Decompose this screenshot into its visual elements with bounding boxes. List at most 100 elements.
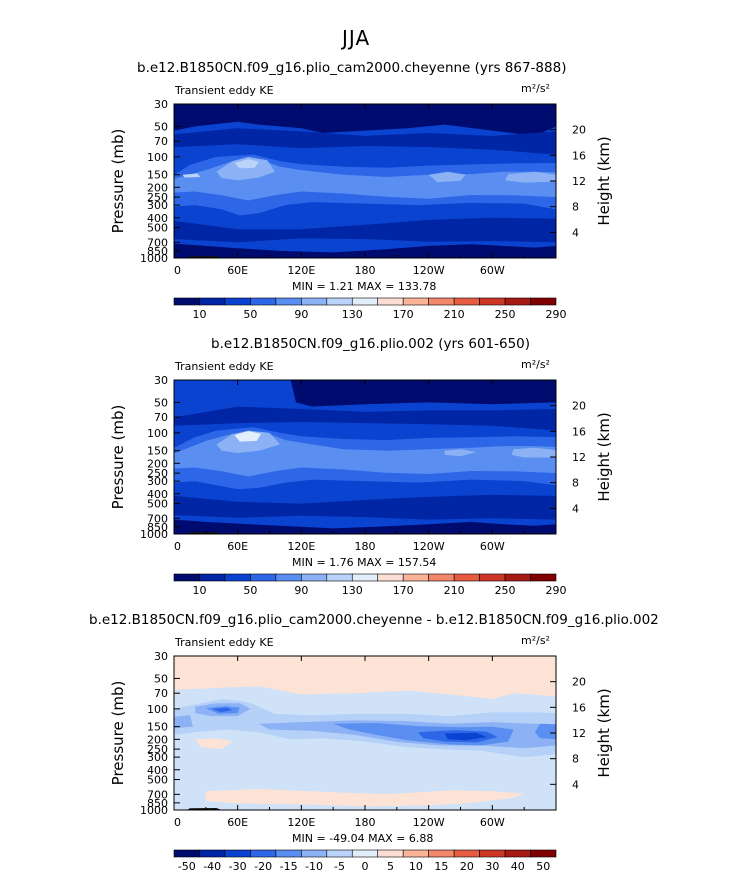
contour-region — [444, 732, 487, 741]
colorbar-label: 40 — [511, 860, 525, 873]
colorbar-swatch — [351, 849, 379, 858]
contour-region — [505, 171, 556, 183]
colorbar-label: 210 — [444, 308, 465, 321]
y-tick-label: 200 — [147, 457, 168, 470]
y-tick-label: 70 — [154, 411, 168, 424]
colorbar-label: 50 — [243, 584, 257, 597]
colorbar-swatch — [250, 849, 277, 858]
colorbar-swatch — [530, 573, 557, 582]
colorbar-label: 5 — [387, 860, 394, 873]
contour-region — [174, 406, 556, 431]
y-tick-label: 850 — [147, 797, 168, 810]
contour-region — [216, 156, 275, 181]
y-tick-label: 50 — [154, 672, 168, 685]
contour-region — [216, 430, 281, 453]
y-tick-label: 700 — [147, 788, 168, 801]
contour-field — [174, 104, 556, 258]
colorbar-label: 130 — [342, 584, 363, 597]
height-tick-label: 20 — [572, 676, 586, 689]
contour-region — [428, 171, 466, 183]
contour-region — [174, 128, 556, 155]
contour-region — [234, 431, 261, 442]
x-tick-label: 180 — [355, 816, 376, 829]
season-title: JJA — [342, 26, 371, 50]
height-tick-label: 16 — [572, 425, 586, 438]
height-tick-label: 12 — [572, 175, 586, 188]
colorbar-label: -30 — [229, 860, 247, 873]
height-tick-label: 20 — [572, 124, 586, 137]
panel-1-left-label: Transient eddy KE — [175, 84, 274, 97]
y-tick-label: 200 — [147, 181, 168, 194]
y-axis-title: Pressure (mb) — [109, 405, 127, 510]
x-tick-label: 120W — [413, 540, 445, 553]
y-tick-label: 500 — [147, 774, 168, 787]
y-tick-label: 850 — [147, 521, 168, 534]
y-tick-label: 300 — [147, 199, 168, 212]
height-tick-label: 8 — [572, 477, 579, 490]
colorbar-swatch — [428, 849, 455, 858]
height-tick-label: 12 — [572, 727, 586, 740]
x-tick-label: 60E — [227, 816, 248, 829]
y-axis-title: Pressure (mb) — [109, 129, 127, 234]
y-tick-label: 100 — [147, 151, 168, 164]
y-tick-label: 300 — [147, 475, 168, 488]
contour-region — [234, 159, 259, 169]
x-tick-label: 0 — [174, 264, 181, 277]
colorbar-label: 210 — [444, 584, 465, 597]
contour-region — [534, 723, 556, 740]
colorbar-swatch — [377, 849, 404, 858]
colorbar-swatch — [402, 849, 429, 858]
colorbar-label: 170 — [393, 584, 414, 597]
x-tick-label: 60E — [227, 540, 248, 553]
y-tick-label: 70 — [154, 687, 168, 700]
colorbar-label: -20 — [254, 860, 272, 873]
y-tick-label: 150 — [147, 445, 168, 458]
contour-region — [174, 104, 556, 136]
y-tick-label: 250 — [147, 743, 168, 756]
x-tick-label: 120W — [413, 264, 445, 277]
colorbar-swatch — [173, 849, 200, 858]
y-tick-label: 30 — [154, 98, 168, 111]
colorbar-label: -15 — [280, 860, 298, 873]
height-tick-label: 12 — [572, 451, 586, 464]
y-tick-label: 1000 — [140, 804, 168, 817]
colorbar-swatch — [479, 849, 506, 858]
colorbar-label: 90 — [294, 308, 308, 321]
colorbar-label: -50 — [178, 860, 196, 873]
right-axis-title: Height (km) — [595, 412, 613, 501]
colorbar-label: 10 — [192, 584, 206, 597]
contour-region — [205, 789, 525, 807]
height-tick-label: 4 — [572, 226, 579, 239]
height-tick-label: 8 — [572, 201, 579, 214]
colorbar-swatch — [326, 849, 353, 858]
x-tick-label: 60W — [480, 816, 505, 829]
panel-2-stats: MIN = 1.76 MAX = 157.54 — [292, 556, 437, 569]
colorbar-label: 30 — [485, 860, 499, 873]
colorbar-label: 170 — [393, 308, 414, 321]
colorbar-label: 290 — [546, 308, 567, 321]
contour-region — [444, 449, 477, 457]
y-tick-label: 700 — [147, 236, 168, 249]
panel-3-title: b.e12.B1850CN.f09_g16.plio_cam2000.cheye… — [89, 612, 659, 628]
colorbar-swatch — [504, 849, 531, 858]
colorbar-label: 250 — [495, 308, 516, 321]
right-axis-title: Height (km) — [595, 688, 613, 777]
y-tick-label: 500 — [147, 222, 168, 235]
panel-2-title: b.e12.B1850CN.f09_g16.plio.002 (yrs 601-… — [211, 336, 531, 352]
colorbar-swatch — [530, 297, 557, 306]
x-tick-label: 120E — [287, 816, 315, 829]
x-tick-label: 0 — [174, 816, 181, 829]
y-tick-label: 30 — [154, 650, 168, 663]
y-tick-label: 400 — [147, 488, 168, 501]
height-tick-label: 16 — [572, 149, 586, 162]
y-axis-title: Pressure (mb) — [109, 681, 127, 786]
y-tick-label: 400 — [147, 212, 168, 225]
y-tick-label: 30 — [154, 374, 168, 387]
y-tick-label: 500 — [147, 498, 168, 511]
colorbar-swatch — [530, 849, 557, 858]
colorbar-label: -5 — [334, 860, 345, 873]
panel-2-left-label: Transient eddy KE — [175, 360, 274, 373]
contour-region — [511, 447, 556, 458]
